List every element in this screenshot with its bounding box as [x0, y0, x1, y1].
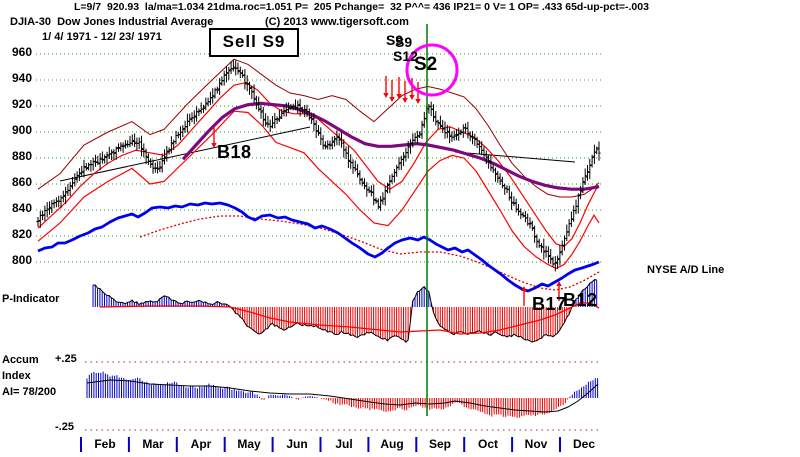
y-axis-label-860: 860 [11, 175, 32, 189]
y-axis-label-940: 940 [11, 71, 32, 85]
trendline [59, 126, 311, 182]
y-axis-label-820: 820 [11, 227, 32, 241]
y-axis-label-900: 900 [11, 123, 32, 137]
accum-ma-line [86, 379, 599, 413]
red-ma-line [37, 81, 600, 248]
sell-arrow-head [415, 99, 421, 104]
month-label-jul: Jul [335, 437, 353, 451]
y-axis-label-800: 800 [11, 253, 32, 267]
y-axis-label-840: 840 [11, 201, 32, 215]
quote-status-line: L=9/7 920.93 la/ma=1.034 21dma.roc=1.051… [74, 1, 649, 13]
month-label-dec: Dec [572, 437, 595, 451]
month-label-feb: Feb [94, 437, 116, 451]
buy-arrow-head [521, 286, 527, 291]
copyright-label: (C) 2013 www.tigersoft.com [265, 16, 409, 28]
sell-arrow-head [409, 95, 415, 100]
p-indicator-ma-line [99, 302, 600, 335]
month-label-jun: Jun [286, 437, 308, 451]
sell-arrow-head [396, 94, 402, 99]
month-label-oct: Oct [477, 437, 498, 451]
date-range-label: 1/ 4/ 1971 - 12/ 23/ 1971 [42, 31, 162, 43]
purple-ma-line [181, 101, 600, 191]
y-axis-label-960: 960 [11, 45, 32, 59]
nyse-ad-line-label: NYSE A/D Line [647, 264, 725, 276]
signal-label-s9-overlap: S9 [395, 34, 413, 50]
signal-label-s2: S2 [414, 54, 438, 75]
p-indicator-envelope-line [92, 279, 597, 343]
sell-arrow-head [402, 98, 408, 103]
signal-label-b12: B12 [563, 290, 598, 310]
month-label-apr: Apr [190, 437, 212, 451]
plus-25-scale-label: +.25 [55, 353, 77, 365]
buy-arrow-head [556, 281, 562, 286]
p-indicator-label: P-Indicator [2, 293, 60, 305]
nyse-ad-line [37, 201, 600, 293]
upper-band-line [37, 58, 600, 198]
signal-label-s12: S12 [393, 48, 418, 64]
highlight-circle [405, 43, 459, 97]
sell-arrow-head [383, 93, 389, 98]
month-label-may: May [237, 437, 261, 451]
lower-band-line [37, 110, 600, 270]
sell-s9-annotation-box: Sell S9 [209, 28, 299, 57]
month-label-mar: Mar [142, 437, 164, 451]
y-axis-label-880: 880 [11, 149, 32, 163]
y-axis-label-920: 920 [11, 97, 32, 111]
sell-arrow-head [389, 97, 395, 102]
month-label-nov: Nov [524, 437, 548, 451]
minus-25-scale-label: -.25 [55, 421, 74, 433]
month-label-sep: Sep [428, 437, 451, 451]
ai-ratio-label: AI= 78/200 [2, 386, 57, 398]
trendline [454, 151, 576, 163]
index-label: Index [2, 370, 31, 382]
signal-label-b17: B17 [532, 294, 567, 314]
symbol-title: DJIA-30 Dow Jones Industrial Average [10, 16, 214, 28]
signal-label-s9: S9 [386, 32, 404, 48]
sell-arrow-head [211, 143, 217, 148]
month-label-aug: Aug [380, 437, 404, 451]
signal-label-b18: B18 [217, 142, 252, 162]
accum-label: Accum [2, 354, 39, 366]
